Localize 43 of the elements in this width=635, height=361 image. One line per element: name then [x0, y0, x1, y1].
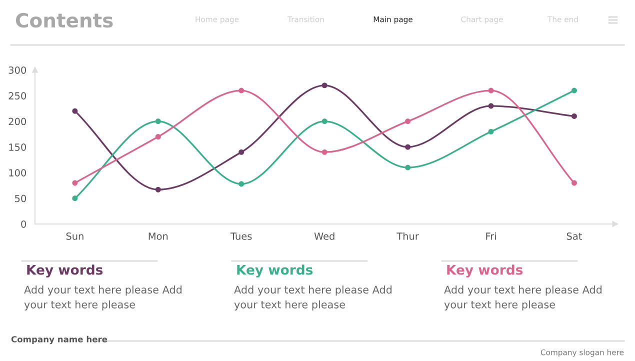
x-tick-label: Wed: [314, 232, 334, 240]
x-tick-label: Sun: [66, 232, 84, 240]
text: Add your text here please Add your text here please: [444, 286, 602, 310]
point: [488, 88, 494, 94]
point: [238, 88, 244, 94]
point: [322, 118, 328, 124]
point: [571, 180, 578, 186]
point: [72, 180, 78, 186]
point: [155, 186, 161, 192]
text: Key words: [447, 264, 523, 278]
point: [238, 149, 244, 155]
point: [405, 164, 411, 170]
text: Add your text here please Add your text here please: [234, 286, 392, 310]
point: [322, 149, 328, 155]
y-tick-label: 50: [15, 194, 26, 202]
x-tick-label: Tues: [230, 232, 252, 240]
y-tick-label: 150: [9, 143, 26, 151]
point: [405, 144, 411, 150]
x-tick-label: Mon: [148, 232, 168, 240]
x-tick-label: Sat: [566, 232, 582, 240]
point: [72, 108, 78, 114]
point: [488, 128, 494, 134]
y-tick-label: 100: [9, 169, 26, 176]
point: [72, 196, 78, 202]
x-tick-label: Fri: [486, 232, 496, 240]
point: [238, 181, 244, 187]
point: [405, 118, 411, 124]
text: Key words: [237, 264, 313, 278]
y-tick-label: 0: [21, 220, 26, 228]
point: [155, 118, 161, 124]
point: [571, 88, 578, 94]
y-tick-label: 300: [8, 66, 26, 74]
point: [322, 82, 328, 88]
text: Add your text here please Add your text here please: [24, 286, 182, 310]
point: [488, 103, 494, 109]
y-tick-label: 200: [8, 118, 26, 126]
text: Company name here: [11, 336, 108, 344]
point: [571, 113, 578, 119]
point: [155, 134, 161, 140]
x-tick-label: Thur: [396, 232, 419, 240]
text: Contents: [16, 12, 113, 28]
text: Key words: [27, 264, 103, 278]
y-tick-label: 250: [8, 92, 26, 100]
